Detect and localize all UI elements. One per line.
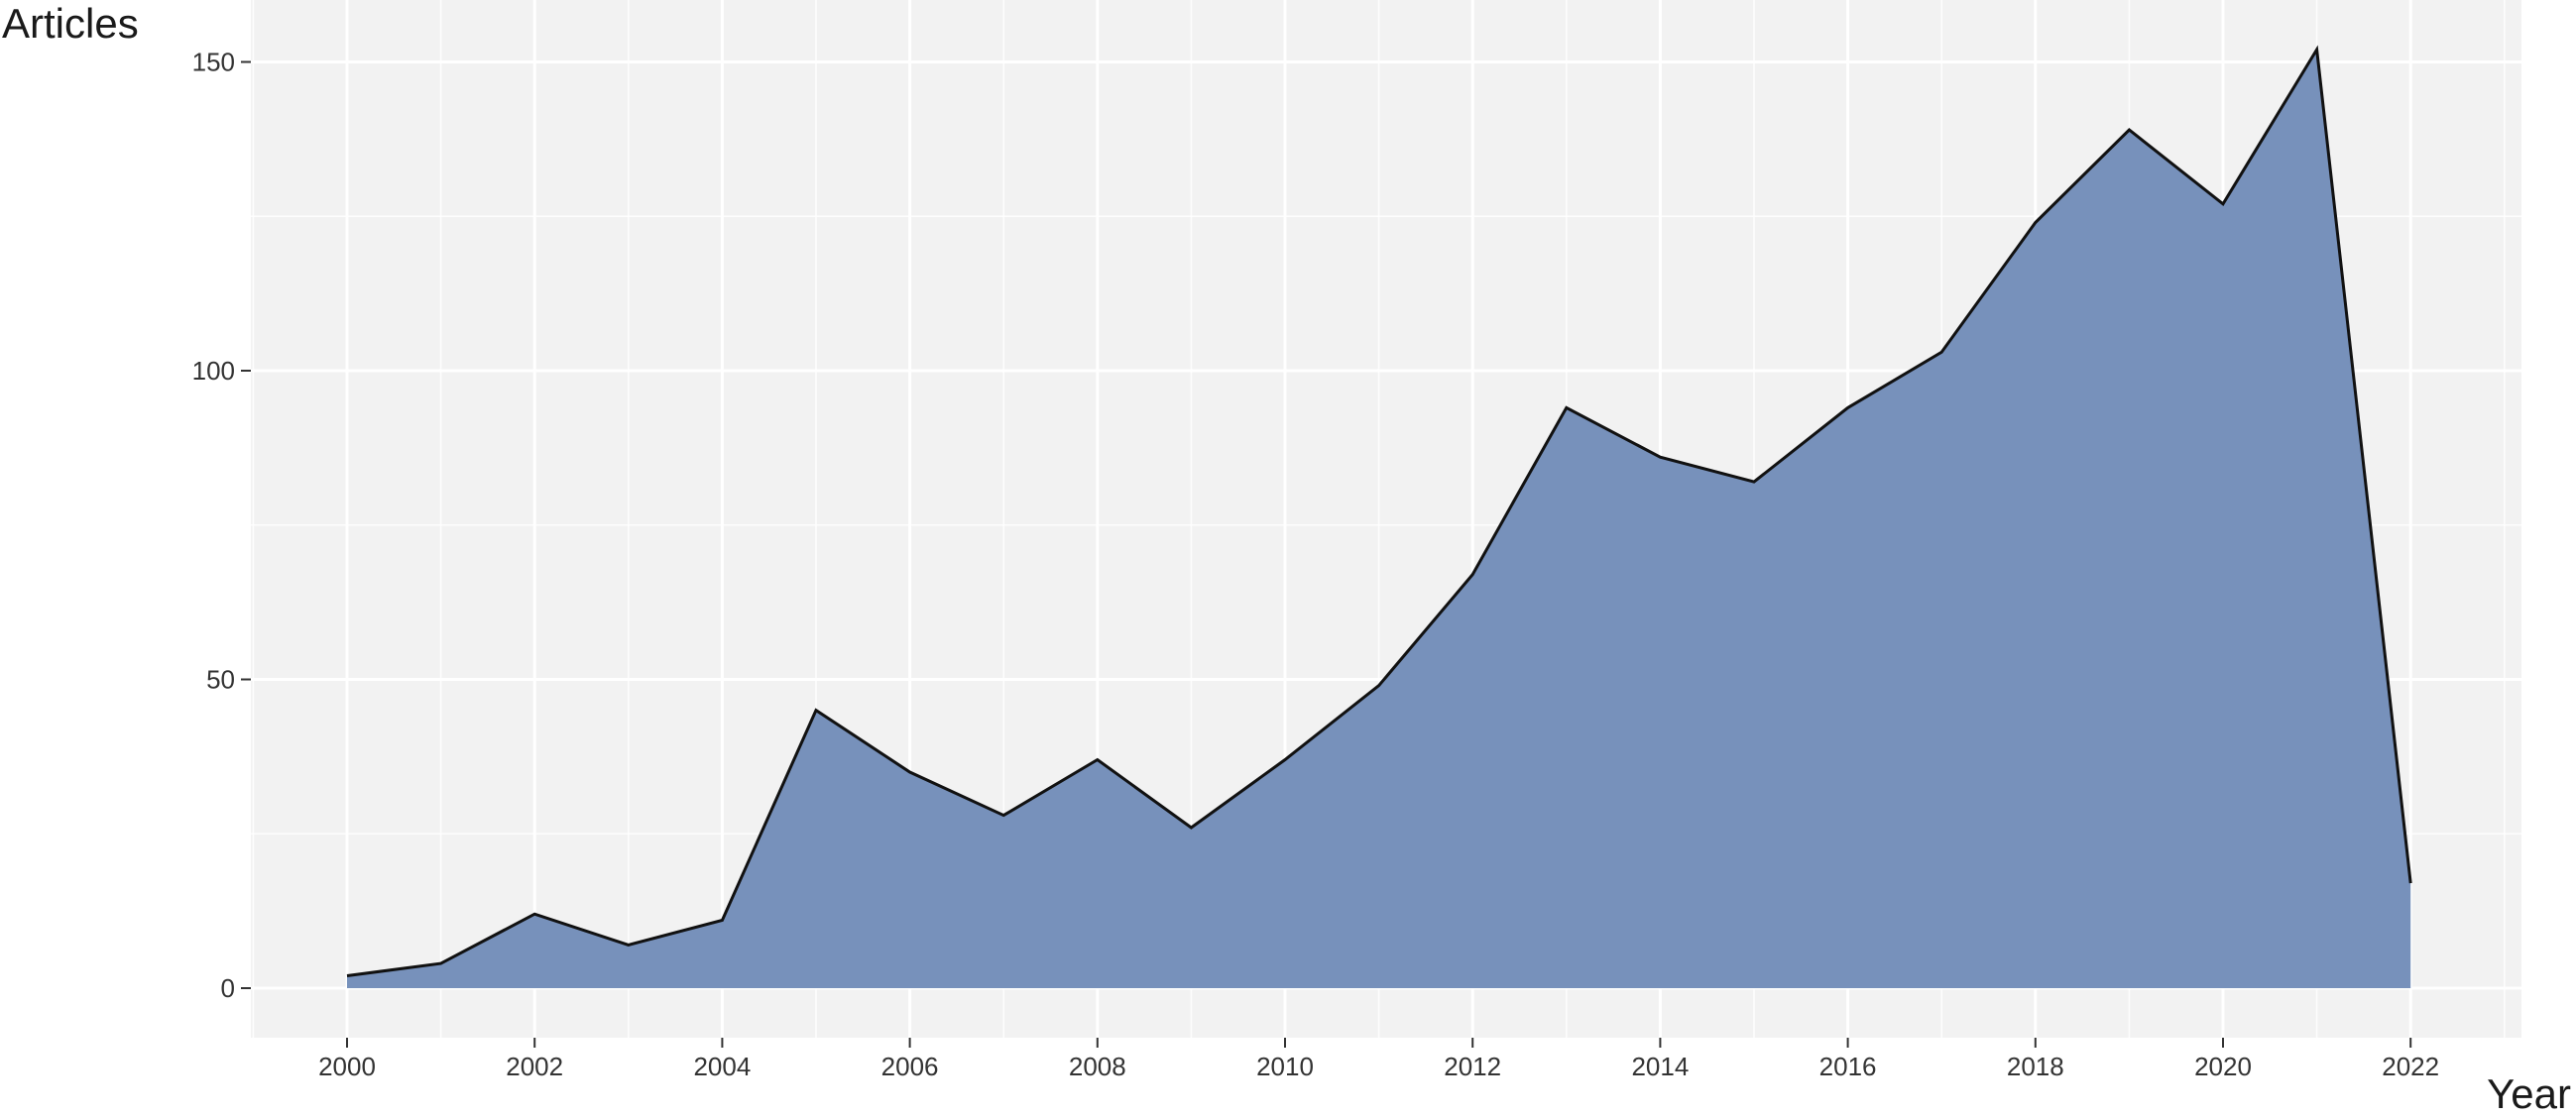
- area-fill: [347, 50, 2411, 988]
- y-axis: 0 50 100 150: [192, 48, 251, 1003]
- y-axis-title: Articles: [2, 0, 139, 47]
- x-axis-title: Year: [2487, 1070, 2571, 1117]
- y-tick-label: 100: [192, 356, 235, 386]
- y-tick-label: 50: [206, 665, 235, 695]
- x-tick-label: 2006: [881, 1052, 939, 1081]
- x-tick-label: 2010: [1256, 1052, 1314, 1081]
- x-tick-label: 2000: [318, 1052, 376, 1081]
- y-tick-label: 0: [221, 973, 235, 1003]
- x-tick-label: 2004: [693, 1052, 751, 1081]
- x-tick-label: 2002: [506, 1052, 563, 1081]
- x-tick-label: 2020: [2194, 1052, 2252, 1081]
- series-line: [346, 45, 2412, 977]
- x-tick-label: 2022: [2382, 1052, 2439, 1081]
- x-axis: 2000 2002 2004 2006 2008 2010 2012 2014 2016 2018…: [318, 1038, 2439, 1081]
- x-tick-label: 2016: [1819, 1052, 1877, 1081]
- x-tick-label: 2018: [2007, 1052, 2064, 1081]
- x-tick-label: 2014: [1631, 1052, 1689, 1081]
- y-tick-label: 150: [192, 48, 235, 77]
- x-tick-label: 2008: [1069, 1052, 1126, 1081]
- x-tick-label: 2012: [1444, 1052, 1501, 1081]
